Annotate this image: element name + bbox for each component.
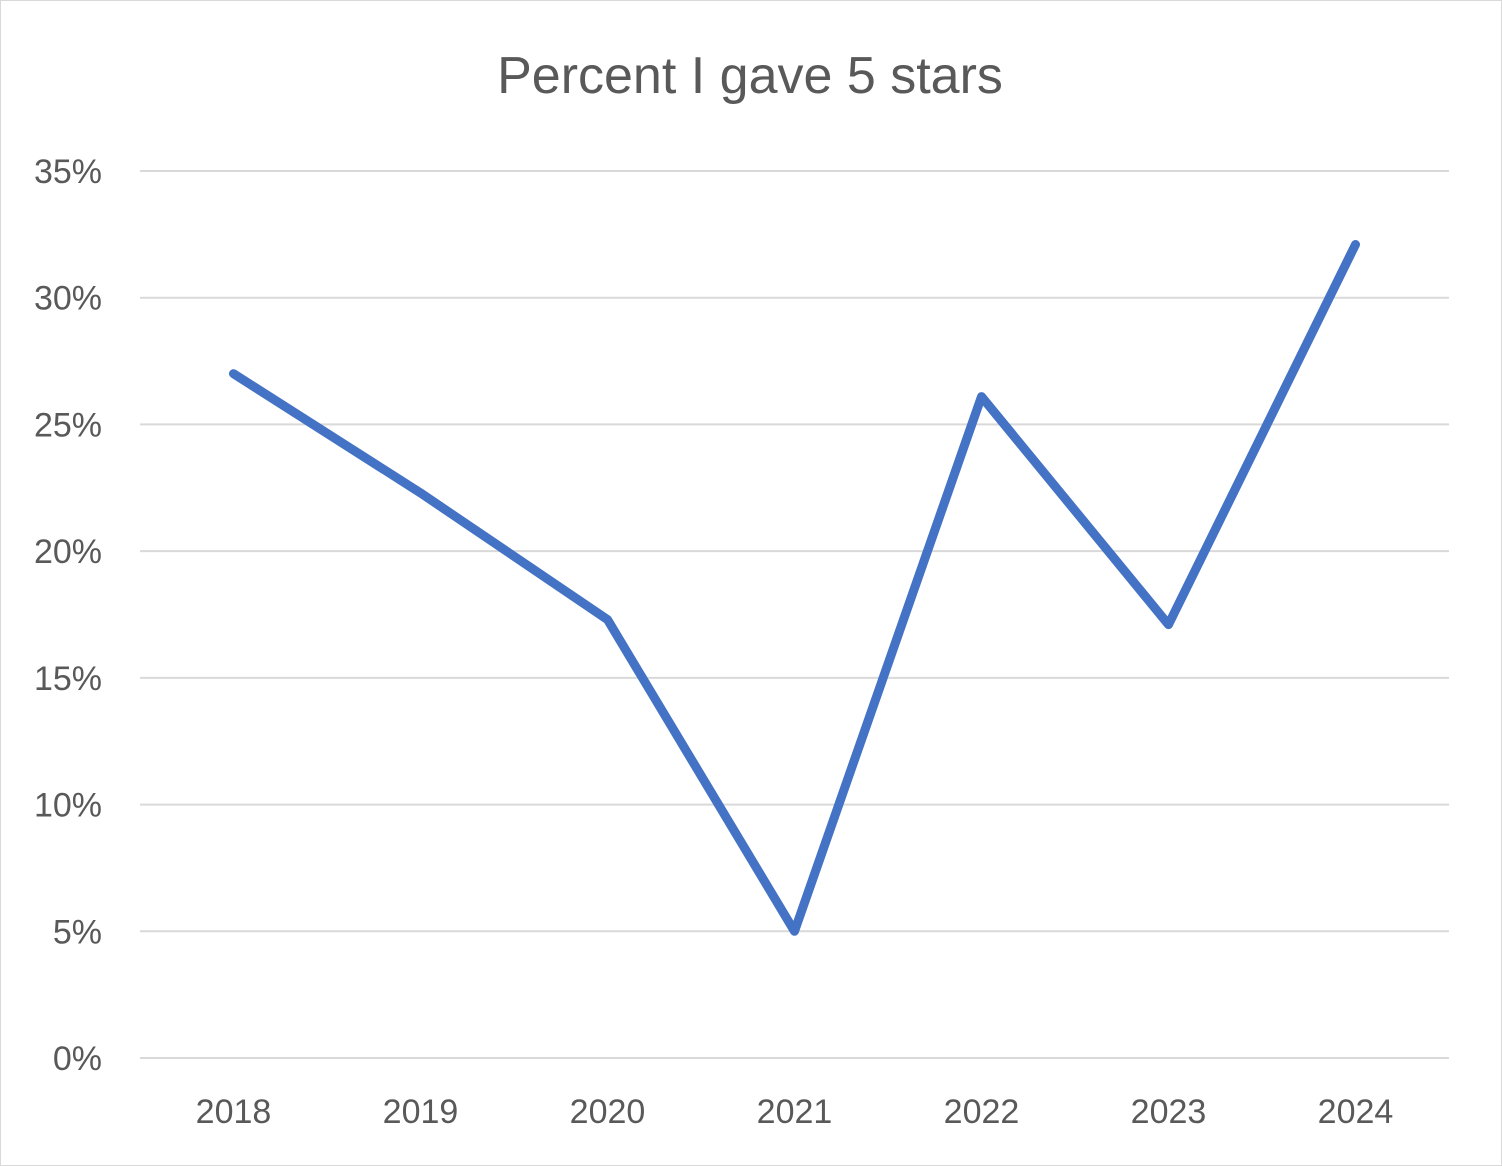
series-layer <box>229 240 1360 936</box>
y-tick-label: 10% <box>34 787 102 825</box>
y-tick-label: 25% <box>34 406 102 444</box>
y-axis-tick-labels: 0% 5% 10% 15% 20% 25% 30% 35% <box>34 153 102 1078</box>
y-tick-label: 20% <box>34 533 102 571</box>
x-tick-label-2024: 2024 <box>1318 1093 1394 1131</box>
x-axis-tick-labels: 2018 2019 2020 2021 2022 2023 2024 <box>196 1093 1394 1131</box>
y-tick-label: 30% <box>34 280 102 318</box>
series-line-0 <box>229 240 1360 936</box>
gridlines <box>140 170 1449 1059</box>
chart-title: Percent I gave 5 stars <box>497 47 1003 105</box>
x-tick-label-2019: 2019 <box>383 1093 459 1131</box>
x-tick-label-2022: 2022 <box>944 1093 1020 1131</box>
y-tick-label: 5% <box>53 913 102 951</box>
x-tick-label-2020: 2020 <box>570 1093 646 1131</box>
y-tick-label: 15% <box>34 660 102 698</box>
x-tick-label-2021: 2021 <box>757 1093 833 1131</box>
x-tick-label-2023: 2023 <box>1131 1093 1207 1131</box>
y-tick-label: 0% <box>53 1040 102 1078</box>
y-tick-label: 35% <box>34 153 102 191</box>
x-tick-label-2018: 2018 <box>196 1093 272 1131</box>
